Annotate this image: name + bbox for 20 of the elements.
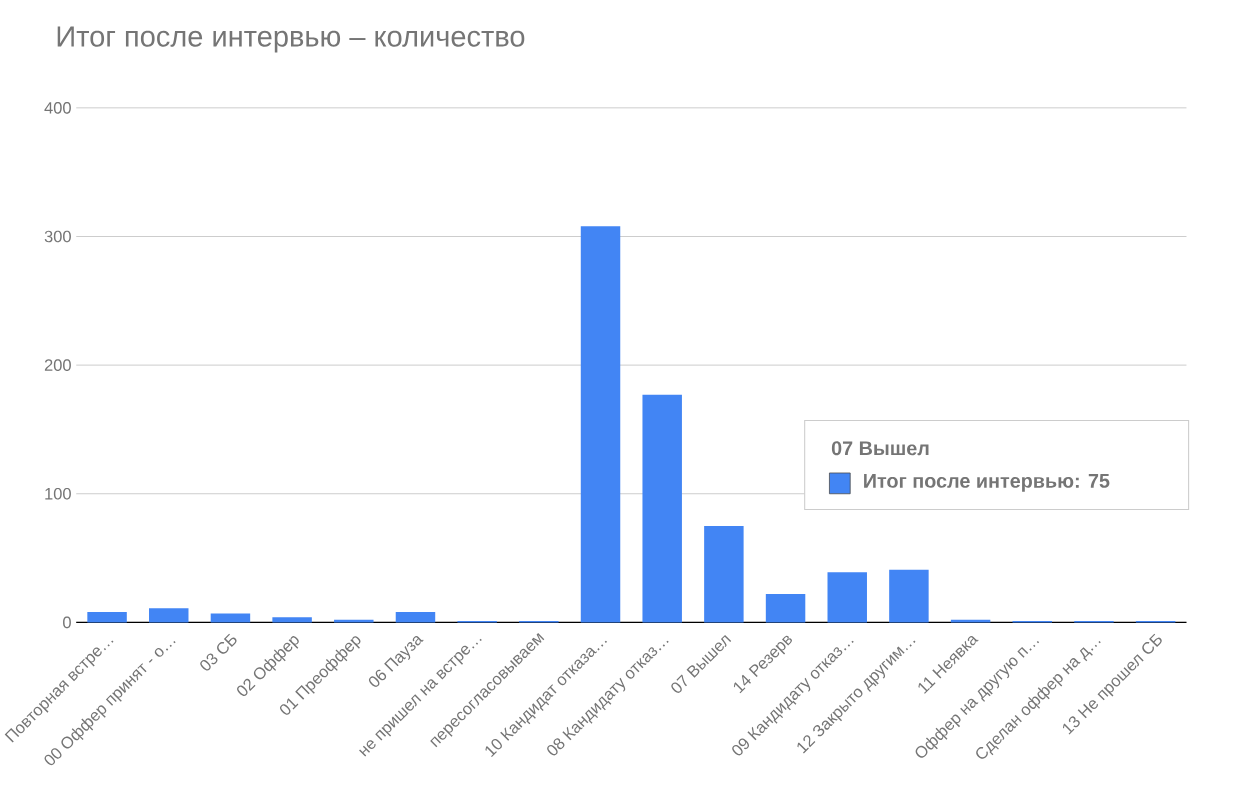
y-tick-label: 300 [44, 230, 71, 243]
bar [765, 593, 806, 623]
bar [580, 225, 621, 623]
bar [210, 613, 251, 623]
bar [395, 611, 436, 623]
x-tick-label: 03 СБ [200, 633, 237, 671]
annotation: 07 Вышел [831, 441, 929, 456]
chart-title: Итог после интервью – количество [57, 26, 525, 53]
bar [272, 617, 312, 623]
bar [704, 525, 744, 623]
bar [827, 572, 867, 623]
y-tick-label: 100 [45, 487, 71, 500]
bar [889, 569, 929, 623]
bar [87, 611, 127, 623]
bar [642, 394, 682, 623]
y-tick-label: 400 [44, 101, 71, 114]
bar [149, 608, 189, 623]
y-tick-label: 200 [44, 359, 71, 371]
annotation: Итог после интервью: 75 [864, 473, 1110, 492]
y-tick-label: 0 [63, 616, 71, 629]
